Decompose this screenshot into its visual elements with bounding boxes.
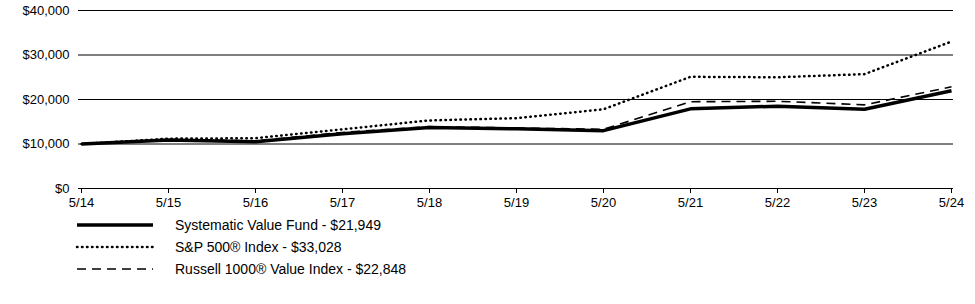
svg-text:5/22: 5/22 xyxy=(765,195,790,210)
html-text:S&P 500® Index - $33,028: S&P 500® Index - $33,028 xyxy=(175,239,342,255)
svg-text:$10,000: $10,000 xyxy=(23,136,70,151)
svg-text:5/15: 5/15 xyxy=(156,195,181,210)
svg-text:5/21: 5/21 xyxy=(678,195,703,210)
html-text:Systematic Value Fund - $21,94: Systematic Value Fund - $21,949 xyxy=(175,217,381,233)
svg-text:5/24: 5/24 xyxy=(939,195,964,210)
svg-text:$40,000: $40,000 xyxy=(23,3,70,18)
svg-text:$0: $0 xyxy=(55,181,69,196)
svg-text:5/23: 5/23 xyxy=(852,195,877,210)
svg-text:5/16: 5/16 xyxy=(243,195,268,210)
svg-text:5/19: 5/19 xyxy=(504,195,529,210)
svg-text:5/17: 5/17 xyxy=(330,195,355,210)
svg-text:5/18: 5/18 xyxy=(417,195,442,210)
svg-text:$30,000: $30,000 xyxy=(23,47,70,62)
html-text:Russell 1000® Value Index - $2: Russell 1000® Value Index - $22,848 xyxy=(175,261,407,277)
svg-text:$20,000: $20,000 xyxy=(23,92,70,107)
svg-text:5/20: 5/20 xyxy=(591,195,616,210)
svg-text:5/14: 5/14 xyxy=(69,195,94,210)
